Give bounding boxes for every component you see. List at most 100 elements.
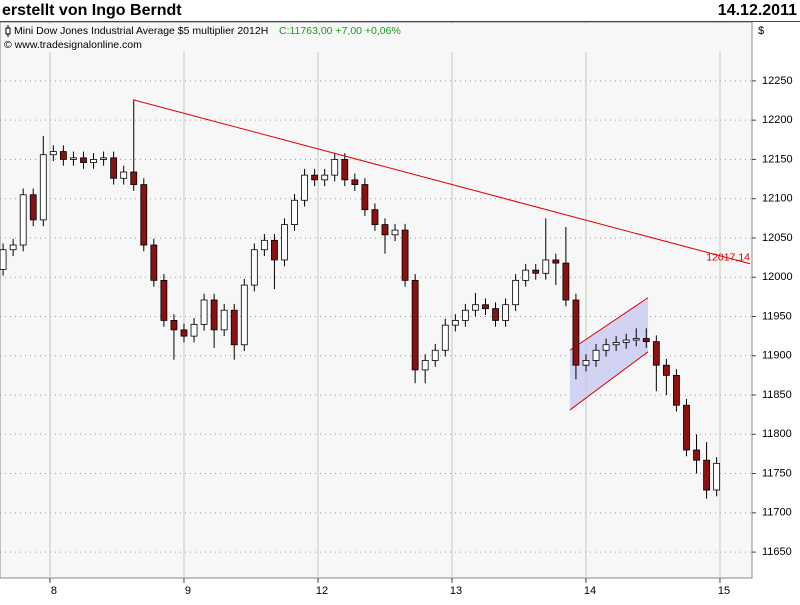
x-tick-label: 15 bbox=[718, 585, 730, 597]
candle-body bbox=[120, 171, 128, 179]
y-tick-label: 11650 bbox=[762, 546, 792, 558]
y-tick-label: 11900 bbox=[762, 350, 792, 362]
candle-body bbox=[612, 342, 620, 346]
candle-body bbox=[301, 174, 308, 201]
candle-body bbox=[29, 194, 37, 221]
candle-body bbox=[411, 279, 419, 371]
candle-body bbox=[572, 299, 580, 366]
trendline-label: 12017,14 bbox=[706, 252, 750, 264]
candle-body bbox=[311, 174, 319, 181]
candle-body bbox=[381, 224, 389, 236]
x-tick-label: 9 bbox=[185, 585, 191, 597]
candle-body bbox=[321, 174, 329, 181]
y-tick-label: 12050 bbox=[762, 232, 793, 244]
candle-body bbox=[341, 159, 349, 181]
x-tick-label: 13 bbox=[450, 585, 462, 597]
candle-body bbox=[512, 279, 520, 306]
candle-body bbox=[49, 151, 57, 156]
candle-body bbox=[431, 349, 439, 361]
legend-background bbox=[2, 24, 750, 52]
trendline bbox=[132, 99, 751, 265]
y-tick-label: 12100 bbox=[762, 193, 793, 205]
candle-body bbox=[482, 304, 489, 310]
y-tick-label: 11800 bbox=[762, 428, 792, 440]
candle-body bbox=[522, 269, 530, 281]
channel-lower bbox=[569, 351, 649, 411]
y-tick-label: 11950 bbox=[762, 310, 792, 322]
candle-body bbox=[673, 374, 680, 406]
candle-body bbox=[421, 360, 429, 371]
instrument: Mini Dow Jones Industrial Average $5 mul… bbox=[14, 25, 268, 37]
candle-body bbox=[371, 209, 379, 226]
y-tick-label: 11700 bbox=[762, 507, 792, 519]
candle-body bbox=[552, 259, 560, 264]
y-tick-label: 11750 bbox=[762, 467, 792, 479]
candle-body bbox=[652, 341, 660, 366]
y-tick-label: 12000 bbox=[762, 271, 793, 283]
candle-body bbox=[361, 184, 369, 211]
quote: C:11763,00 +7,00 +0,06% bbox=[279, 25, 401, 37]
candle-body bbox=[150, 244, 158, 281]
candle-body bbox=[200, 299, 208, 325]
candle-body bbox=[19, 194, 27, 246]
candle-body bbox=[260, 239, 268, 251]
x-tick-label: 14 bbox=[584, 585, 596, 597]
candle-body bbox=[713, 462, 721, 491]
channel bbox=[569, 297, 649, 410]
candle-body bbox=[281, 224, 288, 261]
plot-area bbox=[0, 21, 753, 579]
candle-body bbox=[180, 329, 188, 337]
legend-icon-body bbox=[5, 27, 11, 35]
candle-body bbox=[401, 229, 409, 281]
candle-body bbox=[331, 159, 339, 176]
candle-body bbox=[59, 151, 67, 160]
plot: 12017,14 bbox=[0, 22, 752, 578]
candle-body bbox=[683, 404, 690, 451]
candle-body bbox=[80, 157, 87, 163]
candle-body bbox=[130, 171, 138, 185]
candle-body bbox=[220, 309, 228, 331]
candle-body bbox=[532, 269, 540, 274]
candle-body bbox=[642, 338, 650, 343]
candle-body bbox=[693, 449, 700, 461]
source: © www.tradesignalonline.com bbox=[4, 39, 142, 51]
candle-body bbox=[90, 159, 97, 163]
candle-body bbox=[542, 259, 550, 274]
candle-body bbox=[703, 459, 710, 491]
candle-body bbox=[461, 309, 469, 321]
candle-body bbox=[39, 154, 47, 221]
candle-body bbox=[100, 157, 107, 160]
candle-body bbox=[9, 244, 17, 251]
candle-body bbox=[271, 239, 278, 261]
y-tick-label: 12200 bbox=[762, 114, 793, 126]
candle-body bbox=[622, 339, 630, 343]
candle-body bbox=[592, 349, 600, 361]
candle-body bbox=[230, 309, 238, 346]
y-unit: $ bbox=[758, 25, 764, 37]
candle-body bbox=[210, 299, 218, 331]
candle-body bbox=[502, 304, 509, 321]
x-tick-label: 8 bbox=[51, 585, 57, 597]
candle-body bbox=[582, 360, 590, 366]
legend: Mini Dow Jones Industrial Average $5 mul… bbox=[2, 24, 750, 52]
candle-body bbox=[70, 157, 77, 160]
candle-body bbox=[351, 179, 359, 185]
candle-body bbox=[562, 262, 570, 301]
y-tick-label: 11850 bbox=[762, 389, 792, 401]
candle-body bbox=[170, 320, 178, 331]
header-date: 14.12.2011 bbox=[718, 2, 797, 19]
y-tick-label: 12250 bbox=[762, 75, 793, 87]
candle-body bbox=[472, 304, 479, 311]
candle-body bbox=[632, 338, 640, 341]
header-author: erstellt von Ingo Berndt bbox=[2, 2, 182, 19]
candle-body bbox=[140, 184, 148, 246]
candle-body bbox=[492, 308, 499, 321]
candle-body bbox=[391, 229, 399, 236]
y-tick-label: 12150 bbox=[762, 153, 793, 165]
x-tick-label: 12 bbox=[316, 585, 328, 597]
candle-body bbox=[602, 344, 610, 351]
candle-body bbox=[240, 284, 248, 346]
candle-body bbox=[190, 323, 198, 337]
candle-body bbox=[160, 279, 168, 321]
